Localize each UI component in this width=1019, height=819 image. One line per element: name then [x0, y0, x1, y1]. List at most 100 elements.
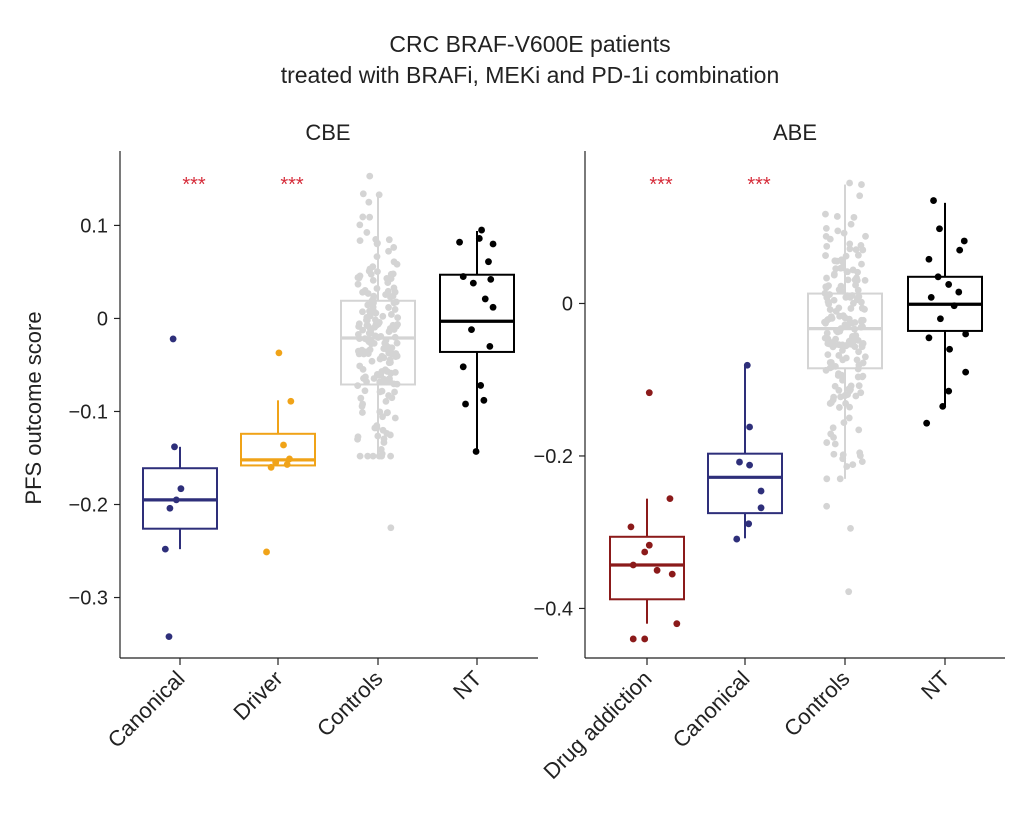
data-point: [837, 264, 845, 272]
data-point: [855, 361, 863, 369]
data-point: [936, 225, 943, 233]
data-point: [645, 389, 653, 397]
data-point: [830, 433, 837, 441]
data-point: [489, 303, 497, 311]
data-point: [272, 459, 280, 467]
x-tick-label-nt: NT: [916, 666, 954, 704]
data-point: [629, 561, 637, 569]
data-point: [829, 424, 837, 432]
group-abe-nt: NT: [907, 197, 983, 704]
data-point: [358, 402, 366, 410]
data-point: [824, 351, 832, 359]
data-point: [937, 315, 944, 323]
data-point: [858, 342, 866, 349]
data-point: [854, 286, 862, 294]
data-point: [372, 309, 380, 317]
group-cbe-nt: NT: [439, 226, 515, 704]
data-point: [374, 268, 381, 276]
data-point: [835, 370, 842, 378]
panel-title-abe: ABE: [773, 120, 817, 145]
x-tick-label-nt: NT: [448, 666, 486, 704]
data-point: [382, 397, 390, 405]
data-point: [359, 409, 366, 416]
data-point: [469, 279, 477, 287]
data-point: [641, 635, 649, 643]
data-point: [459, 363, 467, 371]
data-point: [388, 311, 395, 318]
data-point: [367, 329, 375, 337]
chart-title: CRC BRAF-V600E patients: [389, 31, 670, 57]
data-point: [859, 323, 866, 331]
data-point: [834, 328, 842, 336]
data-point: [853, 356, 861, 364]
data-point: [653, 566, 661, 574]
data-point: [380, 435, 388, 443]
data-point: [855, 293, 863, 301]
data-point: [359, 190, 367, 198]
data-point: [361, 387, 369, 395]
data-point: [862, 232, 869, 240]
y-tick-label-abe: 0: [562, 293, 573, 315]
data-point: [165, 633, 173, 641]
data-point: [826, 340, 833, 348]
y-tick-label-abe: −0.2: [534, 446, 573, 468]
data-point: [391, 388, 398, 396]
x-tick-label-canonical: Canonical: [668, 666, 755, 753]
data-point: [823, 502, 831, 510]
data-point: [960, 237, 968, 245]
data-point: [927, 293, 935, 301]
data-point: [666, 495, 674, 503]
data-point: [287, 397, 295, 405]
data-point: [354, 274, 362, 281]
data-point: [836, 404, 843, 411]
data-point: [858, 304, 866, 312]
data-point: [368, 357, 376, 365]
data-point: [848, 319, 855, 327]
data-point: [161, 545, 169, 553]
data-point: [641, 548, 649, 556]
data-point: [376, 355, 384, 363]
data-point: [481, 295, 489, 303]
data-point: [834, 227, 842, 235]
data-point: [355, 323, 363, 330]
data-point: [923, 419, 931, 427]
data-point: [962, 368, 970, 376]
data-point: [385, 349, 393, 357]
data-point: [392, 298, 400, 306]
data-point: [847, 220, 855, 228]
data-point: [387, 270, 395, 278]
data-point: [386, 358, 394, 366]
y-tick-label-cbe: −0.1: [69, 401, 108, 423]
data-point: [839, 312, 847, 320]
data-point: [826, 235, 834, 243]
data-point: [823, 475, 831, 483]
data-point: [851, 325, 859, 333]
data-point: [757, 504, 765, 512]
data-point: [861, 276, 869, 284]
data-point: [172, 496, 180, 504]
data-point: [854, 373, 862, 381]
data-point: [379, 312, 387, 320]
data-point: [384, 287, 392, 295]
data-point: [844, 276, 852, 284]
data-point: [369, 452, 377, 460]
data-point: [376, 388, 384, 396]
data-point: [832, 307, 840, 315]
data-point: [668, 570, 676, 578]
data-point: [934, 273, 942, 281]
data-point: [826, 364, 834, 372]
data-point: [356, 362, 364, 370]
data-point: [833, 257, 841, 265]
box-iqr: [240, 432, 316, 467]
data-point: [383, 429, 391, 437]
data-point: [359, 308, 366, 316]
data-point: [844, 268, 851, 276]
data-point: [846, 403, 853, 411]
data-point: [385, 236, 393, 244]
data-point: [854, 268, 861, 276]
data-point: [363, 229, 371, 236]
data-point: [627, 523, 635, 531]
data-point: [376, 378, 384, 386]
data-point: [855, 426, 863, 434]
data-point: [849, 332, 856, 340]
